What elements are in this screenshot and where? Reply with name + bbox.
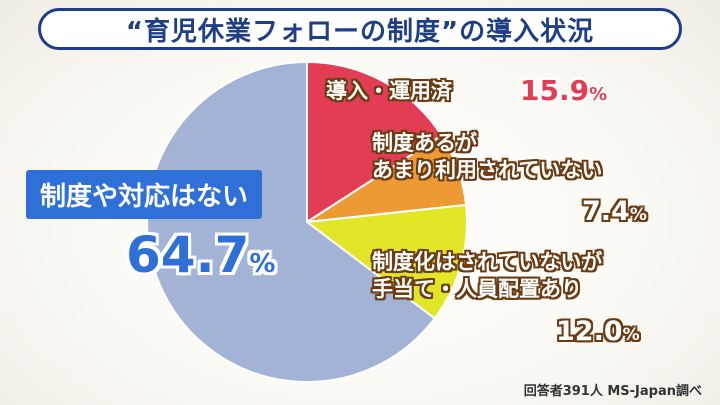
slice-label-underused: 制度あるが あまり利用されていない [372,130,602,184]
title-banner: “育児休業フォローの制度”の導入状況 [38,8,682,50]
slice-value-underused: 7.4% [582,196,647,227]
slice-value-underused-number: 7.4 [582,196,630,227]
slice-label-allowance: 制度化はされていないが 手当て・人員配置あり [372,249,602,303]
pie-slice-implemented [306,60,443,224]
slice-label-none: 制度や対応はない [26,170,263,219]
slice-label-underused-line1: 制度あるが [372,131,477,155]
percent-sign: % [249,249,276,279]
chart-title: “育児休業フォローの制度”の導入状況 [125,16,595,47]
percent-sign: % [622,325,640,345]
slice-label-none-text: 制度や対応はない [40,182,249,212]
slice-value-none: 64.7% [126,226,275,284]
slice-value-implemented: 15.9% [520,74,607,107]
slice-label-underused-line2: あまり利用されていない [372,158,603,182]
pie-slice-none [146,60,437,383]
percent-sign: % [629,205,647,225]
slice-value-allowance-number: 12.0 [556,316,623,347]
slice-value-allowance: 12.0% [556,316,640,347]
slice-label-allowance-line1: 制度化はされていないが [372,250,603,274]
slice-value-none-number: 64.7 [126,226,250,284]
pie-slice-allowance [304,203,468,320]
slice-label-implemented-line1: 導入・運用済 [326,79,452,103]
slice-label-allowance-line2: 手当て・人員配置あり [372,277,582,301]
slice-label-implemented: 導入・運用済 [326,78,452,105]
source-note: 回答者391人 MS-Japan調べ [523,384,702,399]
percent-sign: % [589,84,608,105]
slice-value-implemented-number: 15.9 [520,74,590,107]
